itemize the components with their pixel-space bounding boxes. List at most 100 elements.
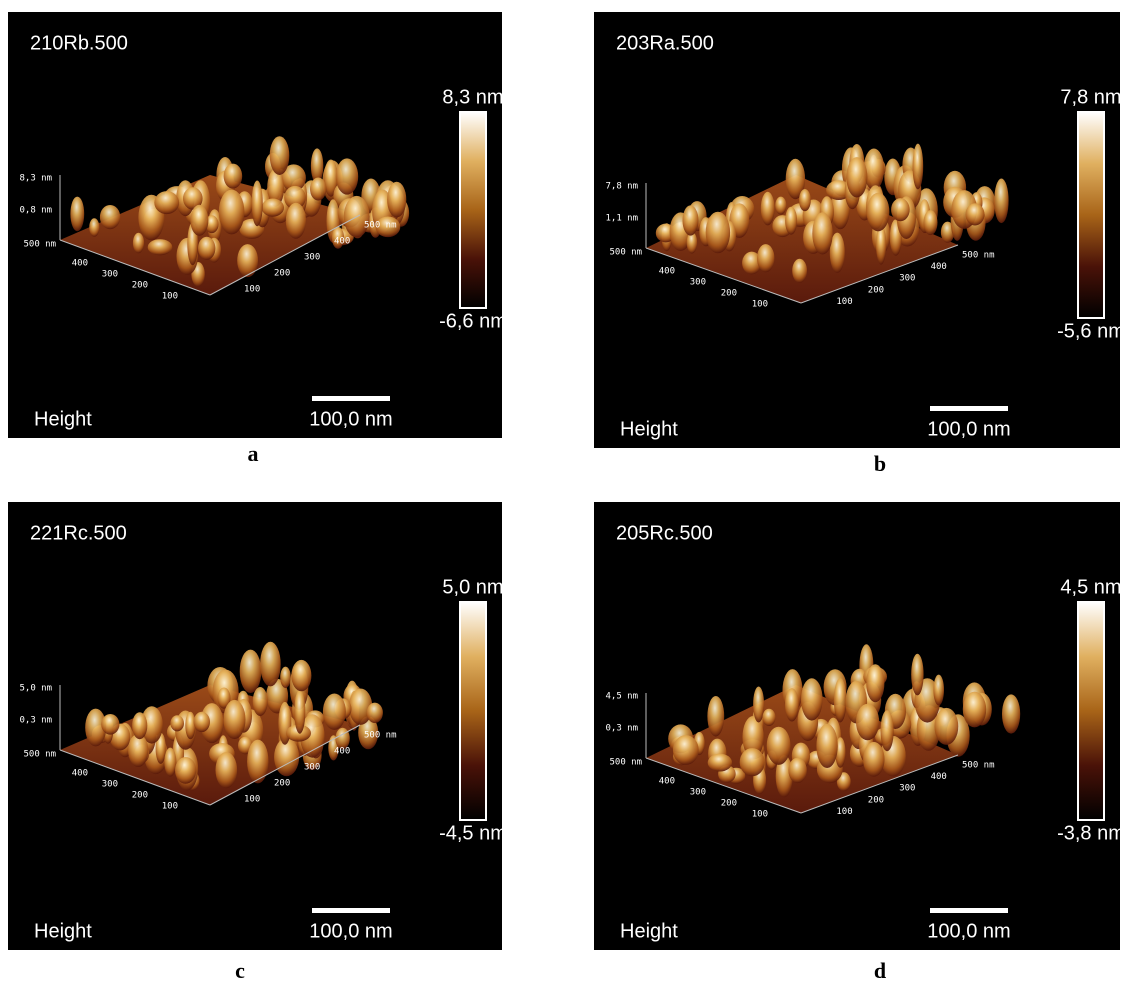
axis-tick-label: 200 [274, 269, 290, 279]
axis-tick-label: 500 nm [609, 758, 642, 768]
color-scale-min: -5,6 nm [1057, 320, 1125, 342]
color-scale-min: -6,6 nm [439, 310, 507, 332]
surface-peak [310, 178, 326, 201]
color-scale [1078, 602, 1104, 820]
surface-peak [194, 712, 210, 732]
z-label-mid: 1,1 nm [605, 214, 638, 224]
surface-peak [966, 203, 985, 225]
surface-peak [994, 179, 1008, 224]
z-label-max: 5,0 nm [19, 684, 52, 694]
surface-peak [881, 710, 894, 751]
surface-peak [812, 212, 832, 254]
image-title: 205Rc.500 [616, 522, 713, 544]
scale-bar-label: 100,0 nm [309, 920, 392, 942]
color-scale [1078, 112, 1104, 318]
z-label-max: 7,8 nm [605, 182, 638, 192]
surface-peak [891, 198, 910, 221]
scale-bar [930, 908, 1008, 913]
afm-panel: 205Rc.5004,5 nm-3,8 nm4,5 nm0,3 nm500 nm… [594, 502, 1125, 950]
surface-peak [933, 675, 944, 706]
surface-peak [280, 667, 291, 688]
surface-peak [863, 742, 884, 777]
surface-peak [740, 748, 765, 776]
surface-peak [763, 709, 776, 726]
surface-peak [164, 748, 176, 777]
axis-tick-label: 300 [102, 270, 118, 280]
scale-bar-label: 100,0 nm [927, 418, 1010, 440]
scale-bar-label: 100,0 nm [927, 920, 1010, 942]
axis-tick-label: 500 nm [23, 750, 56, 760]
scale-bar [312, 908, 390, 913]
surface-peak [911, 654, 923, 696]
axis-tick-label: 500 nm [23, 240, 56, 250]
afm-panel: 221Rc.5005,0 nm-4,5 nm5,0 nm0,3 nm500 nm… [8, 502, 507, 950]
surface-peak [367, 703, 383, 723]
panel-caption: a [248, 441, 259, 466]
surface-peak [708, 754, 732, 772]
surface-peak [175, 757, 196, 784]
surface-peak [237, 244, 258, 277]
surface-peak [387, 182, 406, 218]
axis-tick-label: 200 [132, 791, 148, 801]
surface-peak [913, 144, 924, 190]
surface-peak [799, 189, 811, 211]
surface-peak [707, 696, 724, 737]
surface-peak [132, 712, 147, 739]
scale-bar [930, 406, 1008, 411]
surface-peak [785, 207, 797, 235]
scale-bar-label: 100,0 nm [309, 408, 392, 430]
surface-peak [216, 752, 238, 788]
surface-peak [240, 650, 262, 693]
axis-tick-label: 400 [334, 747, 350, 757]
channel-label: Height [34, 408, 92, 430]
surface-peak [133, 233, 144, 254]
panel-caption: d [874, 958, 886, 983]
surface-peak [963, 692, 986, 728]
surface-peak [253, 687, 268, 716]
panel-caption: b [874, 451, 886, 476]
surface-peak [252, 181, 263, 227]
image-title: 203Ra.500 [616, 32, 714, 54]
surface-peak [89, 218, 99, 237]
axis-tick-label: 500 nm [962, 251, 995, 261]
z-label-max: 4,5 nm [605, 692, 638, 702]
axis-tick-label: 300 [304, 763, 320, 773]
surface-peak [866, 664, 884, 702]
color-scale-max: 5,0 nm [442, 576, 503, 598]
axis-tick-label: 100 [752, 810, 768, 820]
axis-tick-label: 400 [72, 769, 88, 779]
image-title: 221Rc.500 [30, 522, 127, 544]
color-scale-max: 4,5 nm [1060, 576, 1121, 598]
axis-tick-label: 500 nm [609, 248, 642, 258]
axis-tick-label: 200 [274, 779, 290, 789]
surface-peak [753, 687, 764, 723]
axis-tick-label: 300 [690, 788, 706, 798]
axis-tick-label: 400 [931, 772, 947, 782]
panel-caption: c [235, 958, 245, 983]
surface-peak [801, 678, 823, 720]
axis-tick-label: 400 [72, 259, 88, 269]
z-label-max: 8,3 nm [19, 174, 52, 184]
surface-peak [673, 735, 699, 765]
surface-peak [816, 724, 837, 768]
surface-peak [70, 197, 84, 232]
axis-tick-label: 200 [868, 795, 884, 805]
axis-tick-label: 100 [836, 807, 852, 817]
axis-tick-label: 200 [868, 285, 884, 295]
surface-peak [1002, 694, 1020, 733]
axis-tick-label: 100 [244, 795, 260, 805]
surface-peak [100, 205, 120, 229]
axis-tick-label: 300 [899, 784, 915, 794]
z-label-mid: 0,8 nm [19, 206, 52, 216]
axis-tick-label: 400 [659, 267, 675, 277]
axis-tick-label: 200 [132, 281, 148, 291]
axis-tick-label: 500 nm [364, 221, 397, 231]
surface-peak [101, 714, 119, 735]
color-scale [460, 602, 486, 820]
surface-peak [224, 164, 243, 189]
surface-peak [683, 205, 699, 235]
surface-peak [170, 715, 184, 731]
surface-peak [867, 193, 890, 232]
scale-bar [312, 396, 390, 401]
